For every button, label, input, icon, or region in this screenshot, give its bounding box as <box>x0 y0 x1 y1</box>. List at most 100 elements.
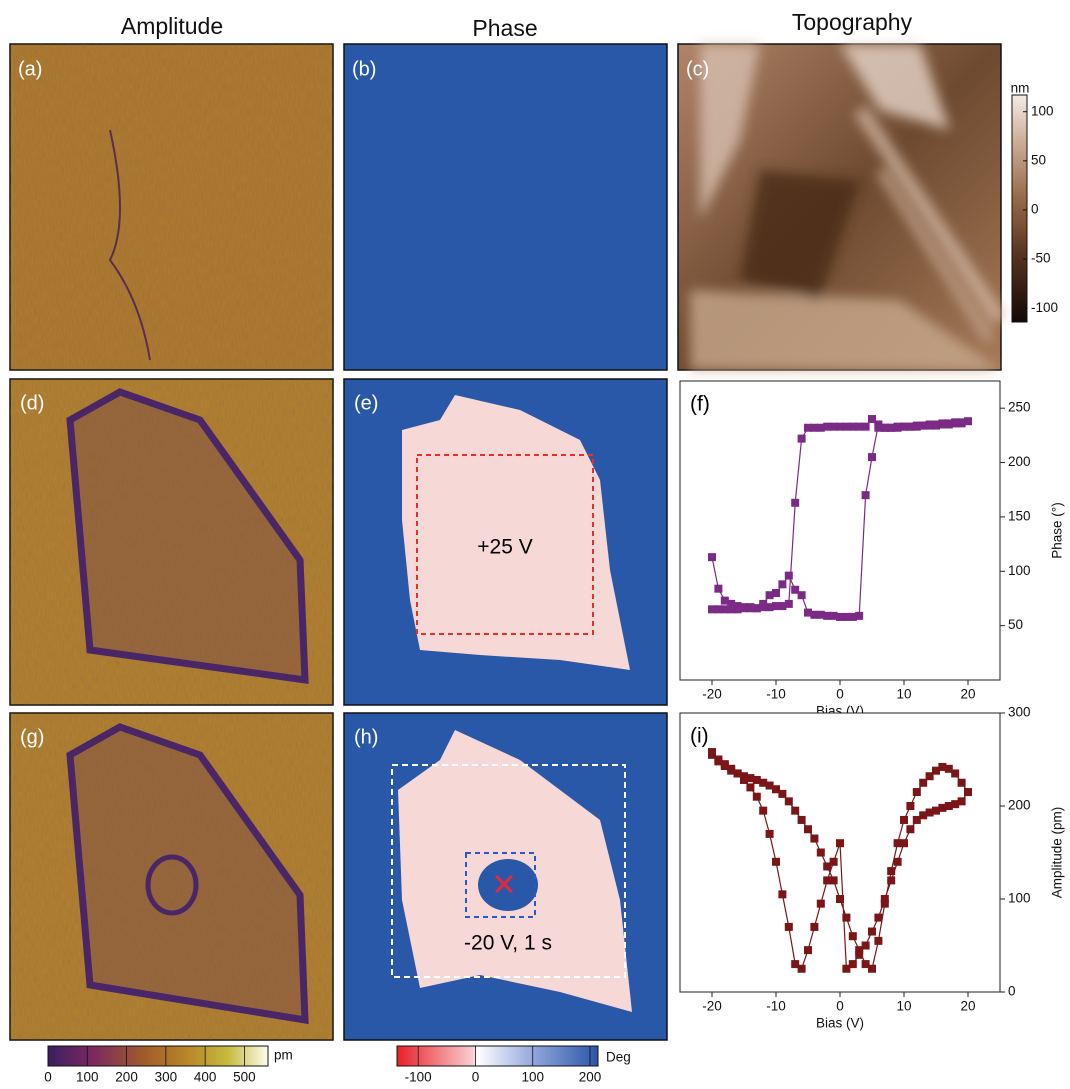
colorbar-tick-label: 0 <box>1031 202 1039 217</box>
panel-label: (b) <box>352 58 376 80</box>
data-point <box>798 591 806 599</box>
data-point <box>868 453 876 461</box>
panel-label: (e) <box>354 392 378 414</box>
topography-image <box>678 44 1001 370</box>
x-tick-label: 0 <box>836 687 844 702</box>
data-point <box>778 580 786 588</box>
x-tick-label: 20 <box>960 687 975 702</box>
colorbar-tick-label: 100 <box>76 1070 99 1085</box>
data-point <box>913 788 921 796</box>
colorbar <box>397 1046 598 1066</box>
panel-label: (h) <box>354 726 378 748</box>
data-point <box>817 900 825 908</box>
data-point <box>817 849 825 857</box>
data-point <box>810 923 818 931</box>
y-tick-label: 300 <box>1008 705 1031 720</box>
y-tick-label: 100 <box>1008 563 1031 578</box>
colorbar-tick-label: 100 <box>521 1070 544 1085</box>
data-point <box>830 858 838 866</box>
x-tick-label: 10 <box>896 687 911 702</box>
y-tick-label: 50 <box>1008 617 1023 632</box>
panel-label: (d) <box>20 392 44 414</box>
data-point <box>810 835 818 843</box>
data-point <box>778 790 786 798</box>
data-point <box>868 415 876 423</box>
annotation: +25 V <box>477 536 532 559</box>
x-tick-label: 0 <box>836 999 844 1014</box>
data-point <box>874 914 882 922</box>
panel-label: (g) <box>20 726 44 748</box>
data-point <box>906 825 914 833</box>
data-point <box>874 424 882 432</box>
panel-label: (a) <box>18 58 42 80</box>
colorbar-tick-label: 0 <box>44 1070 52 1085</box>
data-point <box>708 605 716 613</box>
x-tick-label: -10 <box>766 687 786 702</box>
data-point <box>887 876 895 884</box>
phase-image <box>344 713 667 1040</box>
data-point <box>900 816 908 824</box>
data-point <box>842 965 850 973</box>
x-tick-label: -10 <box>766 999 786 1014</box>
data-point <box>964 788 972 796</box>
colorbar <box>1012 95 1027 322</box>
data-point <box>868 928 876 936</box>
amplitude-image <box>10 44 333 370</box>
colorbar-tick-label: 300 <box>155 1070 178 1085</box>
data-point <box>958 779 966 787</box>
y-tick-label: 100 <box>1008 891 1031 906</box>
data-point <box>881 895 889 903</box>
data-point <box>785 572 793 580</box>
data-point <box>862 942 870 950</box>
y-axis-label: Phase (°) <box>1050 502 1065 558</box>
data-point <box>913 816 921 824</box>
data-point <box>874 937 882 945</box>
data-point <box>791 499 799 507</box>
data-point <box>798 435 806 443</box>
colorbar-tick-label: 200 <box>579 1070 602 1085</box>
x-tick-label: -20 <box>702 999 722 1014</box>
data-point <box>951 769 959 777</box>
y-axis-label: Amplitude (pm) <box>1050 807 1065 899</box>
figure: Amplitude Phase Topography (a) (b) (c) (… <box>0 0 1070 1089</box>
data-point <box>785 923 793 931</box>
data-point <box>868 965 876 973</box>
data-point <box>746 783 754 791</box>
data-point <box>785 797 793 805</box>
phase-image <box>344 44 667 370</box>
colorbar-tick-label: 500 <box>233 1070 256 1085</box>
data-point <box>798 816 806 824</box>
data-point <box>714 585 722 593</box>
column-title: Topography <box>792 9 913 35</box>
data-point <box>778 890 786 898</box>
data-point <box>804 946 812 954</box>
column-title: Amplitude <box>121 13 223 39</box>
data-point <box>766 830 774 838</box>
colorbar-tick-label: -100 <box>405 1070 432 1085</box>
data-point <box>836 839 844 847</box>
data-point <box>823 876 831 884</box>
annotation: -20 V, 1 s <box>464 932 552 955</box>
amplitude-image <box>10 713 333 1040</box>
data-point <box>836 895 844 903</box>
y-tick-label: 200 <box>1008 454 1031 469</box>
data-point <box>791 960 799 968</box>
colorbar-unit: Deg <box>606 1050 631 1065</box>
data-point <box>862 491 870 499</box>
panel-label: (i) <box>690 725 709 748</box>
data-point <box>791 807 799 815</box>
data-point <box>753 793 761 801</box>
colorbar-tick-label: 0 <box>472 1070 480 1085</box>
data-point <box>842 914 850 922</box>
colorbar-unit: pm <box>274 1048 293 1063</box>
panel-label: (f) <box>690 393 710 416</box>
y-tick-label: 200 <box>1008 798 1031 813</box>
y-tick-label: 150 <box>1008 508 1031 523</box>
data-point <box>804 424 812 432</box>
data-point <box>906 802 914 810</box>
data-point <box>804 825 812 833</box>
colorbar-tick-label: -50 <box>1031 251 1051 266</box>
x-tick-label: 20 <box>960 999 975 1014</box>
colorbar-tick-label: -100 <box>1031 300 1058 315</box>
colorbar <box>48 1046 268 1066</box>
